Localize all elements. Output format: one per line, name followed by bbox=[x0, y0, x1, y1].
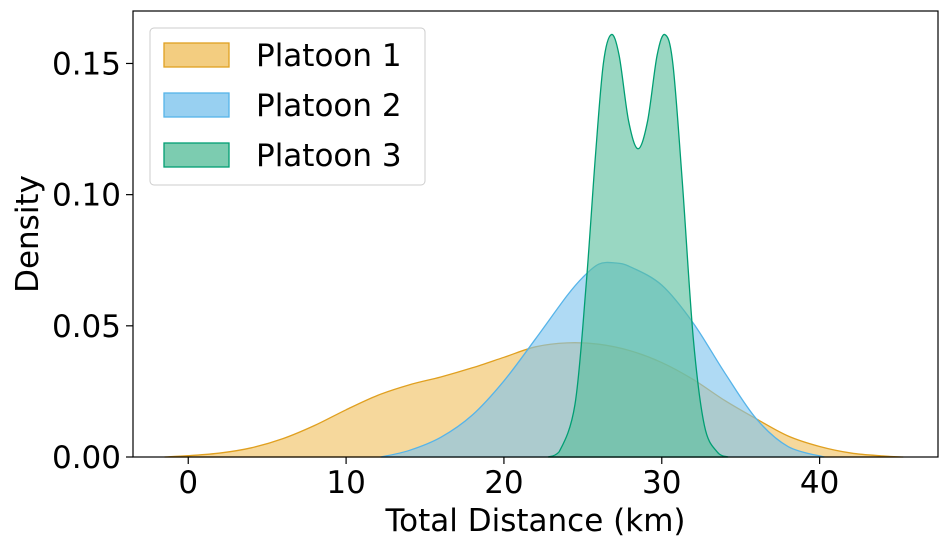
legend-swatch-platoon-3 bbox=[163, 142, 230, 168]
x-tick-label: 40 bbox=[800, 465, 839, 501]
y-tick-label: 0.00 bbox=[52, 440, 121, 476]
x-tick-label: 20 bbox=[484, 465, 523, 501]
x-tick-label: 0 bbox=[178, 465, 198, 501]
legend: Platoon 1 Platoon 2 Platoon 3 bbox=[149, 27, 426, 186]
legend-label-platoon-2: Platoon 2 bbox=[256, 88, 402, 124]
y-axis-ticks: 0.00 0.05 0.10 0.15 bbox=[52, 46, 133, 476]
y-tick-label: 0.05 bbox=[52, 309, 121, 345]
x-tick-label: 30 bbox=[642, 465, 681, 501]
x-axis-ticks: 0 10 20 30 40 bbox=[178, 457, 839, 501]
legend-label-platoon-3: Platoon 3 bbox=[256, 138, 402, 174]
legend-label-platoon-1: Platoon 1 bbox=[256, 38, 402, 74]
x-axis-label: Total Distance (km) bbox=[385, 503, 686, 539]
area-platoon-3 bbox=[547, 33, 729, 458]
y-tick-label: 0.15 bbox=[52, 46, 121, 82]
plot-frame bbox=[132, 10, 939, 458]
y-axis-label: Density bbox=[10, 175, 46, 293]
x-tick-label: 10 bbox=[326, 465, 365, 501]
legend-swatch-platoon-1 bbox=[163, 42, 230, 68]
density-areas bbox=[164, 33, 904, 458]
legend-swatch-platoon-2 bbox=[163, 92, 230, 118]
y-tick-label: 0.10 bbox=[52, 178, 121, 214]
